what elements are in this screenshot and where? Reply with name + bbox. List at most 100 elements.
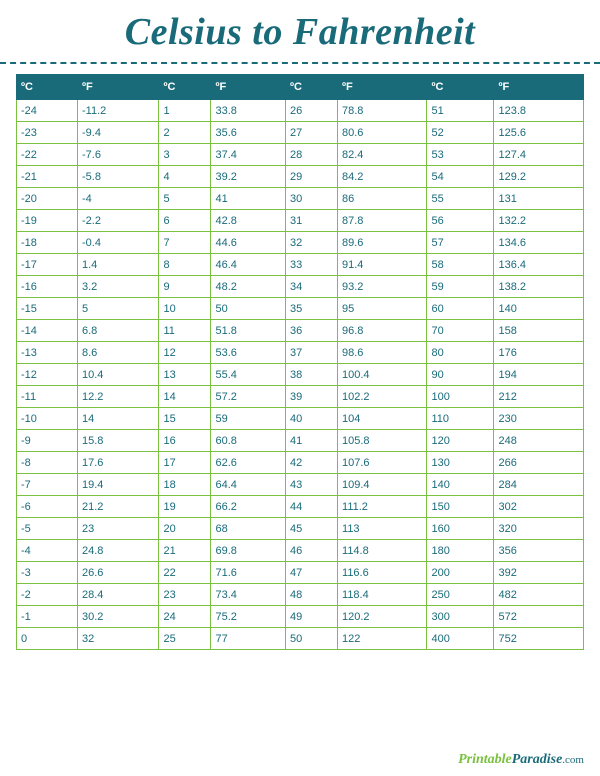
table-row: -22-7.6337.42882.453127.4 <box>17 144 584 166</box>
table-cell: 35.6 <box>211 122 286 144</box>
table-cell: -20 <box>17 188 78 210</box>
table-cell: -12 <box>17 364 78 386</box>
table-cell: 572 <box>494 606 584 628</box>
table-row: -20-4541308655131 <box>17 188 584 210</box>
table-cell: 37 <box>285 342 337 364</box>
table-cell: 56 <box>427 210 494 232</box>
table-cell: 78.8 <box>338 100 427 122</box>
table-cell: -14 <box>17 320 78 342</box>
table-row: -130.22475.249120.2300572 <box>17 606 584 628</box>
column-header: ºF <box>338 75 427 100</box>
table-cell: 15.8 <box>77 430 158 452</box>
table-cell: 46.4 <box>211 254 286 276</box>
table-row: -621.21966.244111.2150302 <box>17 496 584 518</box>
table-cell: -5.8 <box>77 166 158 188</box>
table-row: -23-9.4235.62780.652125.6 <box>17 122 584 144</box>
table-cell: 140 <box>494 298 584 320</box>
table-cell: 125.6 <box>494 122 584 144</box>
table-cell: -11 <box>17 386 78 408</box>
table-cell: -11.2 <box>77 100 158 122</box>
table-cell: 107.6 <box>338 452 427 474</box>
table-cell: 55.4 <box>211 364 286 386</box>
table-row: -19-2.2642.83187.856132.2 <box>17 210 584 232</box>
table-cell: 19.4 <box>77 474 158 496</box>
table-row: -523206845113160320 <box>17 518 584 540</box>
column-header: ºC <box>285 75 337 100</box>
table-cell: 100.4 <box>338 364 427 386</box>
table-cell: 12 <box>159 342 211 364</box>
table-cell: 752 <box>494 628 584 650</box>
footer-part2: Paradise <box>512 752 563 767</box>
table-cell: 24 <box>159 606 211 628</box>
table-cell: 53.6 <box>211 342 286 364</box>
table-cell: 77 <box>211 628 286 650</box>
table-cell: -9 <box>17 430 78 452</box>
footer-part3: .com <box>562 754 584 766</box>
table-cell: 42 <box>285 452 337 474</box>
table-cell: 37.4 <box>211 144 286 166</box>
table-cell: 8.6 <box>77 342 158 364</box>
table-cell: 12.2 <box>77 386 158 408</box>
table-cell: 84.2 <box>338 166 427 188</box>
table-body: -24-11.2133.82678.851123.8-23-9.4235.627… <box>17 100 584 650</box>
table-cell: 5 <box>159 188 211 210</box>
table-cell: -10 <box>17 408 78 430</box>
table-row: -915.81660.841105.8120248 <box>17 430 584 452</box>
table-cell: 87.8 <box>338 210 427 232</box>
column-header: ºF <box>494 75 584 100</box>
footer-brand: PrintableParadise.com <box>458 752 584 768</box>
table-cell: -23 <box>17 122 78 144</box>
table-cell: 5 <box>77 298 158 320</box>
table-cell: 54 <box>427 166 494 188</box>
table-header: ºCºFºCºFºCºFºCºF <box>17 75 584 100</box>
table-cell: 116.6 <box>338 562 427 584</box>
table-cell: 10.4 <box>77 364 158 386</box>
table-cell: 29 <box>285 166 337 188</box>
table-cell: 28 <box>285 144 337 166</box>
table-cell: 32 <box>77 628 158 650</box>
table-row: -163.2948.23493.259138.2 <box>17 276 584 298</box>
table-cell: -21 <box>17 166 78 188</box>
table-cell: 250 <box>427 584 494 606</box>
table-cell: 52 <box>427 122 494 144</box>
table-cell: 59 <box>427 276 494 298</box>
table-row: -21-5.8439.22984.254129.2 <box>17 166 584 188</box>
table-cell: 30 <box>285 188 337 210</box>
table-cell: 180 <box>427 540 494 562</box>
table-cell: 4 <box>159 166 211 188</box>
table-cell: 113 <box>338 518 427 540</box>
table-cell: 43 <box>285 474 337 496</box>
table-cell: -7 <box>17 474 78 496</box>
table-cell: 33 <box>285 254 337 276</box>
table-cell: 41 <box>285 430 337 452</box>
table-cell: 26.6 <box>77 562 158 584</box>
table-cell: 2 <box>159 122 211 144</box>
table-cell: 41 <box>211 188 286 210</box>
table-cell: 105.8 <box>338 430 427 452</box>
table-cell: 230 <box>494 408 584 430</box>
table-cell: -4 <box>17 540 78 562</box>
table-cell: 62.6 <box>211 452 286 474</box>
table-cell: -9.4 <box>77 122 158 144</box>
table-cell: 18 <box>159 474 211 496</box>
table-cell: 44.6 <box>211 232 286 254</box>
table-cell: 28.4 <box>77 584 158 606</box>
table-cell: 90 <box>427 364 494 386</box>
table-cell: 13 <box>159 364 211 386</box>
table-cell: 23 <box>77 518 158 540</box>
table-cell: -8 <box>17 452 78 474</box>
table-row: -146.81151.83696.870158 <box>17 320 584 342</box>
table-cell: -1 <box>17 606 78 628</box>
table-row: -1551050359560140 <box>17 298 584 320</box>
table-cell: 32 <box>285 232 337 254</box>
footer-part1: Printable <box>458 752 512 767</box>
table-cell: 57.2 <box>211 386 286 408</box>
table-cell: 248 <box>494 430 584 452</box>
table-cell: 53 <box>427 144 494 166</box>
table-cell: 132.2 <box>494 210 584 232</box>
table-cell: 86 <box>338 188 427 210</box>
table-cell: 34 <box>285 276 337 298</box>
table-cell: 31 <box>285 210 337 232</box>
table-row: -326.62271.647116.6200392 <box>17 562 584 584</box>
table-cell: 300 <box>427 606 494 628</box>
